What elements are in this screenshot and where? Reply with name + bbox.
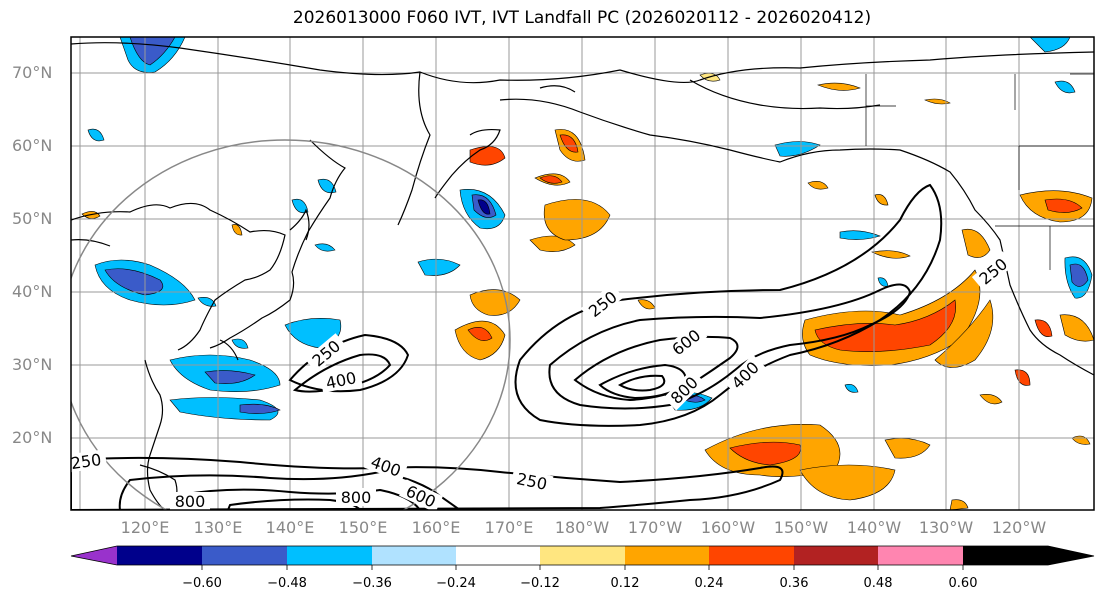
lon-label-170w: 170°W [627,518,683,537]
ivt-contour-inner [617,374,666,392]
colorbar-segment [794,546,878,565]
lon-label-120e: 120°E [120,518,170,537]
colorbar-tick-label: 0.48 [863,576,893,591]
lon-label-180w: 180°W [554,518,610,537]
lon-label-160w: 160°W [700,518,756,537]
colorbar-segment [456,546,540,565]
colorbar-segment [625,546,709,565]
map-title: 2026013000 F060 IVT, IVT Landfall PC (20… [292,8,872,28]
contour-label: 800 [341,488,372,507]
colorbar-tick-label: 0.36 [779,576,809,591]
colorbar-tick-label: 0.12 [610,576,640,591]
contour-labels: 250 600 800 400 250 400 250 400 800 600 … [70,251,1015,511]
colorbar-tick-label: 0.24 [694,576,724,591]
colorbar-tick-label: −0.36 [352,576,392,591]
colorbar-segment [372,546,456,565]
lon-label-120w: 120°W [991,518,1047,537]
colorbar-segment [878,546,963,565]
lon-label-160e: 160°E [411,518,461,537]
colorbar-segment [117,546,202,565]
contour-label: 800 [175,492,206,511]
ivt-contours [71,183,943,510]
colorbar-segment [709,546,794,565]
ivt-contour-800-south [226,498,362,510]
contour-label: 250 [70,450,103,473]
colorbar-tick-label: 0.60 [948,576,978,591]
lat-label-20n: 20°N [12,428,53,447]
lon-label-140e: 140°E [265,518,315,537]
radius-circle [71,139,511,510]
lon-label-150e: 150°E [338,518,388,537]
ivt-contour-250-south [71,456,784,510]
colorbar [70,545,1095,570]
ivt-contour-400-pacific [548,283,912,410]
lon-label-140w: 140°W [846,518,902,537]
lat-label-70n: 70°N [12,63,53,82]
lat-label-40n: 40°N [12,282,53,301]
colorbar-extend-max [963,546,1094,565]
coastlines [71,42,1094,510]
ivt-contour-600-pacific [573,335,739,402]
lat-label-60n: 60°N [12,136,53,155]
colorbar-segment [287,546,372,565]
colorbar-tick-label: −0.24 [436,576,476,591]
lon-label-130e: 130°E [193,518,243,537]
lon-label-130w: 130°W [918,518,974,537]
colorbar-tick-label: −0.60 [182,576,222,591]
ivt-contour-250-pacific [514,183,943,427]
positive-pc-patches [81,73,1094,510]
colorbar-segment [540,546,625,565]
colorbar-segment [202,546,287,565]
colorbar-tick-label: −0.12 [520,576,560,591]
political-borders [865,73,1094,270]
map-frame [70,36,1095,511]
colorbar-extend-min [71,546,117,565]
lat-label-50n: 50°N [12,209,53,228]
lat-label-30n: 30°N [12,355,53,374]
lon-label-150w: 150°W [773,518,829,537]
colorbar-tick-label: −0.48 [267,576,307,591]
lon-label-170e: 170°E [484,518,534,537]
graticule [71,37,1094,510]
